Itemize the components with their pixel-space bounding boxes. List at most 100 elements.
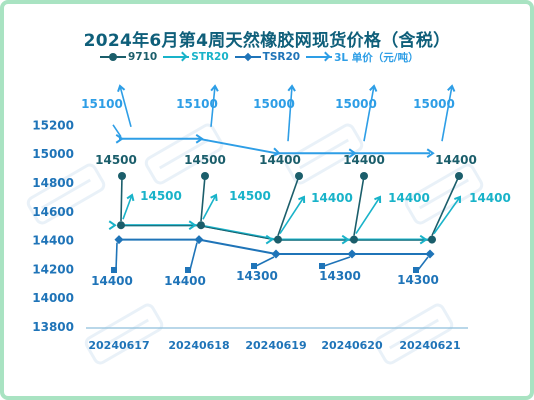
arrow-marker <box>348 148 357 158</box>
arrow-marker <box>369 84 378 92</box>
circle-marker <box>455 172 463 180</box>
data-label: 14500 <box>95 153 137 167</box>
leader-line <box>355 196 381 235</box>
diamond-marker <box>425 249 435 259</box>
leader-line <box>287 85 293 142</box>
y-tick-label: 14200 <box>32 262 74 276</box>
legend-label-3l: 3L 单价（元/吨） <box>334 51 419 64</box>
arrow-marker <box>298 195 306 204</box>
legend-swatch-str20 <box>163 51 190 63</box>
chart-plot: 13800 14000 14200 14400 14600 14800 15000 15200… <box>26 84 511 365</box>
data-label: 14500 <box>184 153 226 167</box>
leader-line <box>323 256 351 267</box>
watermark-shape <box>99 318 149 350</box>
series-line-tsr20 <box>198 238 277 255</box>
arrow-marker <box>374 195 382 204</box>
data-label: 14400 <box>469 191 511 205</box>
x-tick-label: 20240617 <box>88 339 149 352</box>
circle-marker <box>350 235 358 244</box>
leader-line <box>115 242 118 271</box>
leader-line <box>119 85 132 128</box>
leader-line <box>120 175 123 222</box>
data-label: 15100 <box>176 97 218 111</box>
circle-marker <box>197 221 205 230</box>
circle-marker <box>201 172 209 180</box>
arrow-marker <box>426 148 435 158</box>
circle-marker <box>428 235 436 244</box>
arrow-marker <box>126 193 135 202</box>
legend-item-9710: 9710 <box>100 51 157 63</box>
arrow-marker <box>341 234 350 245</box>
watermark-mark <box>26 163 106 225</box>
watermark-shape <box>41 178 91 210</box>
leader-line <box>112 124 122 138</box>
watermark-shape <box>26 163 106 225</box>
watermark-mark <box>404 163 484 225</box>
arrow-marker <box>265 234 274 245</box>
watermark-shape <box>84 303 164 365</box>
diamond-marker <box>114 235 124 245</box>
data-label: 15000 <box>335 97 377 111</box>
square-marker <box>251 263 257 269</box>
series-line-3l <box>198 137 277 155</box>
square-marker <box>185 267 191 273</box>
data-label: 14300 <box>236 269 278 283</box>
arrow-marker <box>447 84 456 92</box>
legend-swatch-tsr20 <box>234 51 261 63</box>
watermark-shape <box>284 123 364 185</box>
leader-line <box>200 175 206 222</box>
leader-line <box>431 175 460 236</box>
watermark-shape <box>159 138 209 170</box>
leader-line <box>122 194 133 220</box>
arrow-marker <box>115 134 124 144</box>
x-tick-label: 20240619 <box>245 339 306 352</box>
data-label: 14400 <box>343 153 385 167</box>
circle-marker <box>118 172 126 180</box>
arrow-marker <box>195 134 204 144</box>
legend-swatch-9710 <box>100 51 126 63</box>
data-label: 14300 <box>397 273 439 287</box>
arrow-marker <box>210 84 219 92</box>
y-tick-label: 13800 <box>32 320 74 334</box>
square-marker <box>413 267 419 273</box>
legend-item-3l: 3L 单价（元/吨） <box>306 50 419 65</box>
chart-marks: 15100 15100 15000 15000 15000 14500 14500 14500… <box>81 84 511 288</box>
leader-line <box>277 175 300 236</box>
y-tick-label: 14000 <box>32 291 74 305</box>
data-label: 15000 <box>253 97 295 111</box>
data-label: 14400 <box>164 274 206 288</box>
watermark-shape <box>419 178 469 210</box>
circle-marker <box>295 172 303 180</box>
watermark-mark <box>84 303 164 365</box>
legend-item-tsr20: TSR20 <box>234 51 300 63</box>
arrow-marker <box>454 195 462 204</box>
arrow-marker <box>188 220 197 230</box>
legend-label-9710: 9710 <box>128 51 158 63</box>
chart-title: 2024年6月第4周天然橡胶网现货价格（含税） <box>83 31 451 51</box>
circle-marker <box>274 235 282 244</box>
legend-label-str20: STR20 <box>191 51 229 63</box>
arrow-marker <box>108 220 117 230</box>
data-label: 14500 <box>229 189 271 203</box>
y-tick-label: 15200 <box>32 118 74 132</box>
data-label: 14400 <box>259 153 301 167</box>
data-label: 15100 <box>81 97 123 111</box>
legend-item-str20: STR20 <box>163 51 229 63</box>
circle-marker <box>360 172 368 180</box>
y-tick-label: 14400 <box>32 234 74 248</box>
leader-line <box>441 85 453 142</box>
diamond-marker <box>194 235 204 245</box>
leader-line <box>279 196 305 235</box>
chart-legend: 9710 STR20 TSR20 3L 单价（元/吨） <box>100 48 419 66</box>
leader-line <box>202 194 217 220</box>
legend-swatch-3l <box>306 51 333 63</box>
watermark-mark <box>144 123 224 185</box>
data-label: 14400 <box>388 191 430 205</box>
y-tick-label: 15000 <box>32 147 74 161</box>
square-marker <box>111 267 117 273</box>
leader-line <box>210 85 216 127</box>
data-label: 14400 <box>91 274 133 288</box>
series-line-9710 <box>198 225 277 241</box>
y-tick-label: 14600 <box>32 205 74 219</box>
diamond-marker <box>271 249 281 259</box>
